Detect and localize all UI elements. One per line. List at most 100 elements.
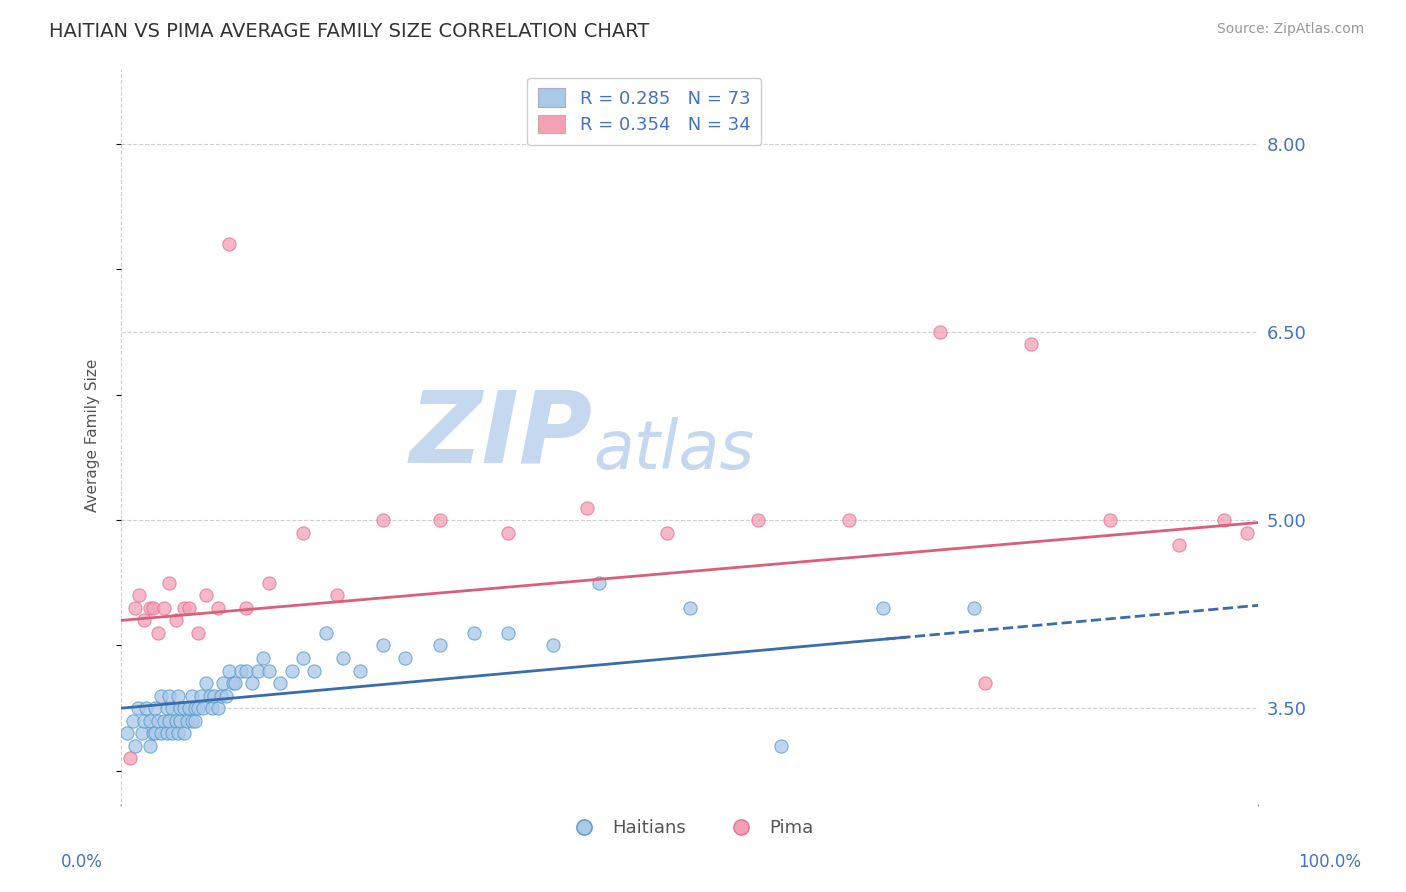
Point — [872, 600, 894, 615]
Point — [153, 714, 176, 728]
Point — [195, 588, 218, 602]
Point — [747, 513, 769, 527]
Point — [655, 525, 678, 540]
Point — [156, 701, 179, 715]
Point — [149, 689, 172, 703]
Point — [187, 626, 209, 640]
Point — [769, 739, 792, 753]
Point — [257, 575, 280, 590]
Point — [128, 588, 150, 602]
Point — [394, 651, 416, 665]
Point — [162, 726, 184, 740]
Point — [280, 664, 302, 678]
Point — [963, 600, 986, 615]
Point — [332, 651, 354, 665]
Point — [121, 714, 143, 728]
Point — [304, 664, 326, 678]
Point — [1213, 513, 1236, 527]
Point — [138, 739, 160, 753]
Text: atlas: atlas — [593, 417, 754, 483]
Text: HAITIAN VS PIMA AVERAGE FAMILY SIZE CORRELATION CHART: HAITIAN VS PIMA AVERAGE FAMILY SIZE CORR… — [49, 22, 650, 41]
Point — [184, 714, 207, 728]
Point — [224, 676, 246, 690]
Point — [218, 237, 240, 252]
Point — [679, 600, 702, 615]
Point — [179, 701, 201, 715]
Point — [1236, 525, 1258, 540]
Point — [179, 600, 201, 615]
Point — [257, 664, 280, 678]
Point — [173, 701, 195, 715]
Point — [235, 664, 257, 678]
Point — [143, 726, 166, 740]
Point — [292, 525, 315, 540]
Text: ZIP: ZIP — [411, 387, 593, 483]
Point — [132, 714, 155, 728]
Point — [240, 676, 263, 690]
Point — [496, 626, 519, 640]
Point — [173, 726, 195, 740]
Text: Source: ZipAtlas.com: Source: ZipAtlas.com — [1216, 22, 1364, 37]
Point — [146, 714, 169, 728]
Point — [132, 614, 155, 628]
Point — [190, 689, 212, 703]
Point — [142, 726, 165, 740]
Point — [135, 701, 157, 715]
Point — [167, 689, 190, 703]
Point — [157, 689, 180, 703]
Point — [169, 701, 191, 715]
Point — [429, 639, 451, 653]
Point — [218, 664, 240, 678]
Point — [124, 600, 146, 615]
Point — [215, 689, 238, 703]
Point — [142, 600, 165, 615]
Point — [165, 714, 187, 728]
Point — [315, 626, 337, 640]
Point — [162, 701, 184, 715]
Point — [229, 664, 252, 678]
Point — [187, 701, 209, 715]
Y-axis label: Average Family Size: Average Family Size — [86, 359, 100, 512]
Point — [169, 714, 191, 728]
Point — [1019, 337, 1042, 351]
Point — [127, 701, 149, 715]
Point — [221, 676, 243, 690]
Point — [180, 714, 202, 728]
Point — [165, 614, 187, 628]
Point — [252, 651, 274, 665]
Point — [326, 588, 349, 602]
Point — [246, 664, 269, 678]
Point — [235, 600, 257, 615]
Point — [496, 525, 519, 540]
Point — [157, 575, 180, 590]
Point — [180, 689, 202, 703]
Point — [928, 325, 950, 339]
Point — [195, 676, 218, 690]
Point — [146, 626, 169, 640]
Point — [1167, 538, 1189, 552]
Point — [167, 726, 190, 740]
Point — [212, 676, 235, 690]
Point — [463, 626, 485, 640]
Point — [429, 513, 451, 527]
Point — [371, 639, 394, 653]
Point — [115, 726, 138, 740]
Point — [191, 701, 214, 715]
Point — [153, 600, 176, 615]
Point — [838, 513, 860, 527]
Text: 100.0%: 100.0% — [1299, 853, 1361, 871]
Point — [149, 726, 172, 740]
Point — [143, 701, 166, 715]
Text: 0.0%: 0.0% — [60, 853, 103, 871]
Point — [202, 689, 225, 703]
Point — [138, 600, 160, 615]
Point — [207, 701, 229, 715]
Point — [156, 726, 179, 740]
Point — [124, 739, 146, 753]
Point — [1099, 513, 1122, 527]
Point — [176, 714, 198, 728]
Point — [576, 500, 599, 515]
Point — [588, 575, 610, 590]
Point — [131, 726, 153, 740]
Point — [207, 600, 229, 615]
